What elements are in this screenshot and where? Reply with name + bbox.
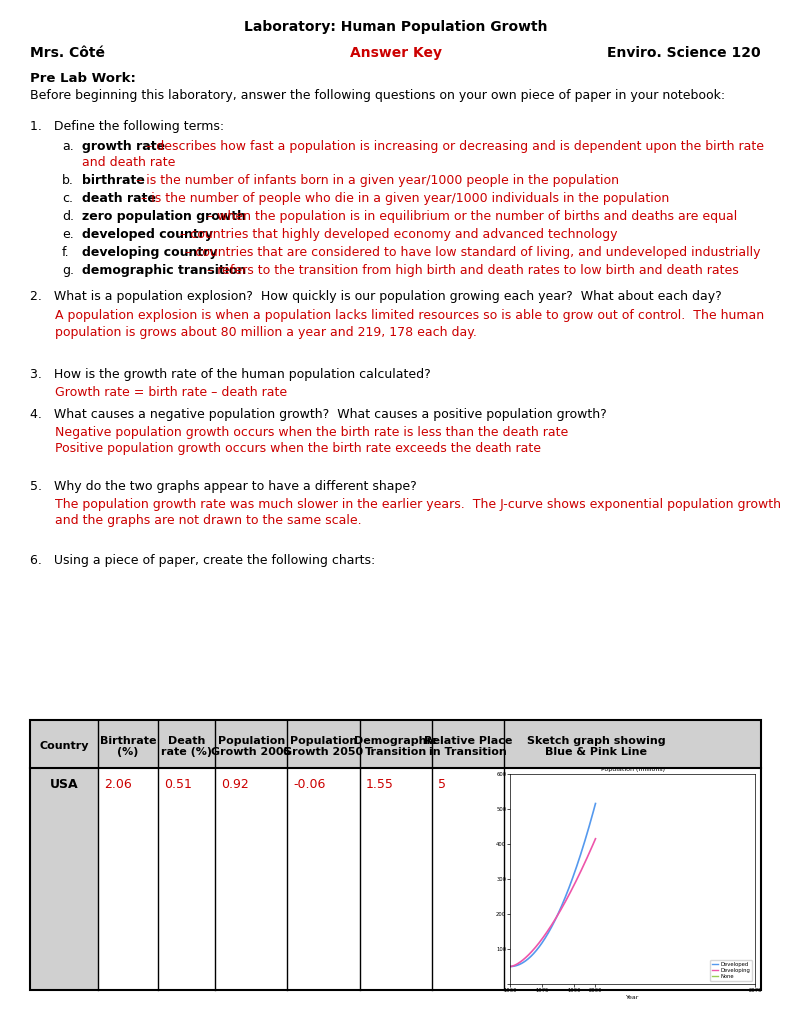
Text: – describes how fast a population is increasing or decreasing and is dependent u: – describes how fast a population is inc…	[142, 140, 764, 153]
Text: d.: d.	[62, 210, 74, 223]
Text: death rate: death rate	[82, 193, 156, 205]
Text: rate (%): rate (%)	[161, 746, 212, 757]
Text: – countries that are considered to have low standard of living, and undeveloped : – countries that are considered to have …	[181, 246, 760, 259]
Bar	[30, 720, 761, 768]
Text: Answer Key: Answer Key	[350, 46, 441, 60]
Text: – refers to the transition from high birth and death rates to low birth and deat: – refers to the transition from high bir…	[203, 264, 739, 278]
Text: 6.   Using a piece of paper, create the following charts:: 6. Using a piece of paper, create the fo…	[30, 554, 375, 567]
Text: The population growth rate was much slower in the earlier years.  The J-curve sh: The population growth rate was much slow…	[55, 498, 781, 511]
Text: Demographic: Demographic	[354, 736, 437, 746]
Text: Death: Death	[168, 736, 205, 746]
Text: 1.55: 1.55	[365, 778, 394, 791]
Legend: Developed, Developing, None: Developed, Developing, None	[710, 961, 752, 981]
Text: 2.   What is a population explosion?  How quickly is our population growing each: 2. What is a population explosion? How q…	[30, 290, 721, 303]
Text: Mrs. Côté: Mrs. Côté	[30, 46, 105, 60]
Text: Population: Population	[290, 736, 357, 746]
Text: Birthrate: Birthrate	[100, 736, 156, 746]
Text: 4.   What causes a negative population growth?  What causes a positive populatio: 4. What causes a negative population gro…	[30, 408, 607, 421]
Text: Negative population growth occurs when the birth rate is less than the death rat: Negative population growth occurs when t…	[55, 426, 568, 439]
Text: c.: c.	[62, 193, 73, 205]
Text: -0.06: -0.06	[293, 778, 326, 791]
Text: developed country: developed country	[82, 228, 213, 241]
Text: e.: e.	[62, 228, 74, 241]
Text: 0.92: 0.92	[221, 778, 248, 791]
Text: Pre Lab Work:: Pre Lab Work:	[30, 72, 136, 85]
Text: Before beginning this laboratory, answer the following questions on your own pie: Before beginning this laboratory, answer…	[30, 89, 725, 102]
Text: zero population growth: zero population growth	[82, 210, 246, 223]
Text: Country: Country	[40, 741, 89, 751]
Bar	[30, 768, 98, 990]
Text: a.: a.	[62, 140, 74, 153]
Text: – countries that highly developed economy and advanced technology: – countries that highly developed econom…	[176, 228, 617, 241]
Text: developing country: developing country	[82, 246, 218, 259]
Text: Growth 2005: Growth 2005	[211, 746, 291, 757]
Text: USA: USA	[50, 778, 78, 791]
Text: Population: Population	[218, 736, 285, 746]
Title: Population (millions): Population (millions)	[600, 767, 664, 772]
Text: g.: g.	[62, 264, 74, 278]
Text: and the graphs are not drawn to the same scale.: and the graphs are not drawn to the same…	[55, 514, 361, 527]
Text: 5.   Why do the two graphs appear to have a different shape?: 5. Why do the two graphs appear to have …	[30, 480, 417, 493]
Text: Growth 2050: Growth 2050	[283, 746, 364, 757]
Text: – when the population is in equilibrium or the number of births and deaths are e: – when the population is in equilibrium …	[203, 210, 737, 223]
Text: 0.51: 0.51	[164, 778, 191, 791]
Text: 3.   How is the growth rate of the human population calculated?: 3. How is the growth rate of the human p…	[30, 368, 431, 381]
Text: b.: b.	[62, 174, 74, 187]
Text: Blue & Pink Line: Blue & Pink Line	[545, 746, 647, 757]
Text: Positive population growth occurs when the birth rate exceeds the death rate: Positive population growth occurs when t…	[55, 442, 541, 455]
Text: (%): (%)	[117, 746, 138, 757]
Text: A population explosion is when a population lacks limited resources so is able t: A population explosion is when a populat…	[55, 309, 764, 322]
Text: f.: f.	[62, 246, 70, 259]
Text: Growth rate = birth rate – death rate: Growth rate = birth rate – death rate	[55, 386, 287, 399]
Bar	[30, 720, 761, 990]
Text: demographic transition: demographic transition	[82, 264, 246, 278]
Text: Transition: Transition	[365, 746, 427, 757]
Text: population is grows about 80 million a year and 219, 178 each day.: population is grows about 80 million a y…	[55, 326, 477, 339]
Text: birthrate: birthrate	[82, 174, 145, 187]
Text: Enviro. Science 120: Enviro. Science 120	[607, 46, 761, 60]
Text: Relative Place: Relative Place	[424, 736, 513, 746]
Text: – is the number of infants born in a given year/1000 people in the population: – is the number of infants born in a giv…	[131, 174, 619, 187]
Text: and death rate: and death rate	[82, 156, 176, 169]
Text: 5: 5	[438, 778, 446, 791]
Text: 1.   Define the following terms:: 1. Define the following terms:	[30, 120, 224, 133]
Text: 2.06: 2.06	[104, 778, 132, 791]
X-axis label: Year: Year	[626, 994, 639, 999]
Text: growth rate: growth rate	[82, 140, 165, 153]
Text: Laboratory: Human Population Growth: Laboratory: Human Population Growth	[244, 20, 547, 34]
Text: – is the number of people who die in a given year/1000 individuals in the popula: – is the number of people who die in a g…	[137, 193, 669, 205]
Text: Sketch graph showing: Sketch graph showing	[527, 736, 665, 746]
Text: in Transition: in Transition	[430, 746, 507, 757]
